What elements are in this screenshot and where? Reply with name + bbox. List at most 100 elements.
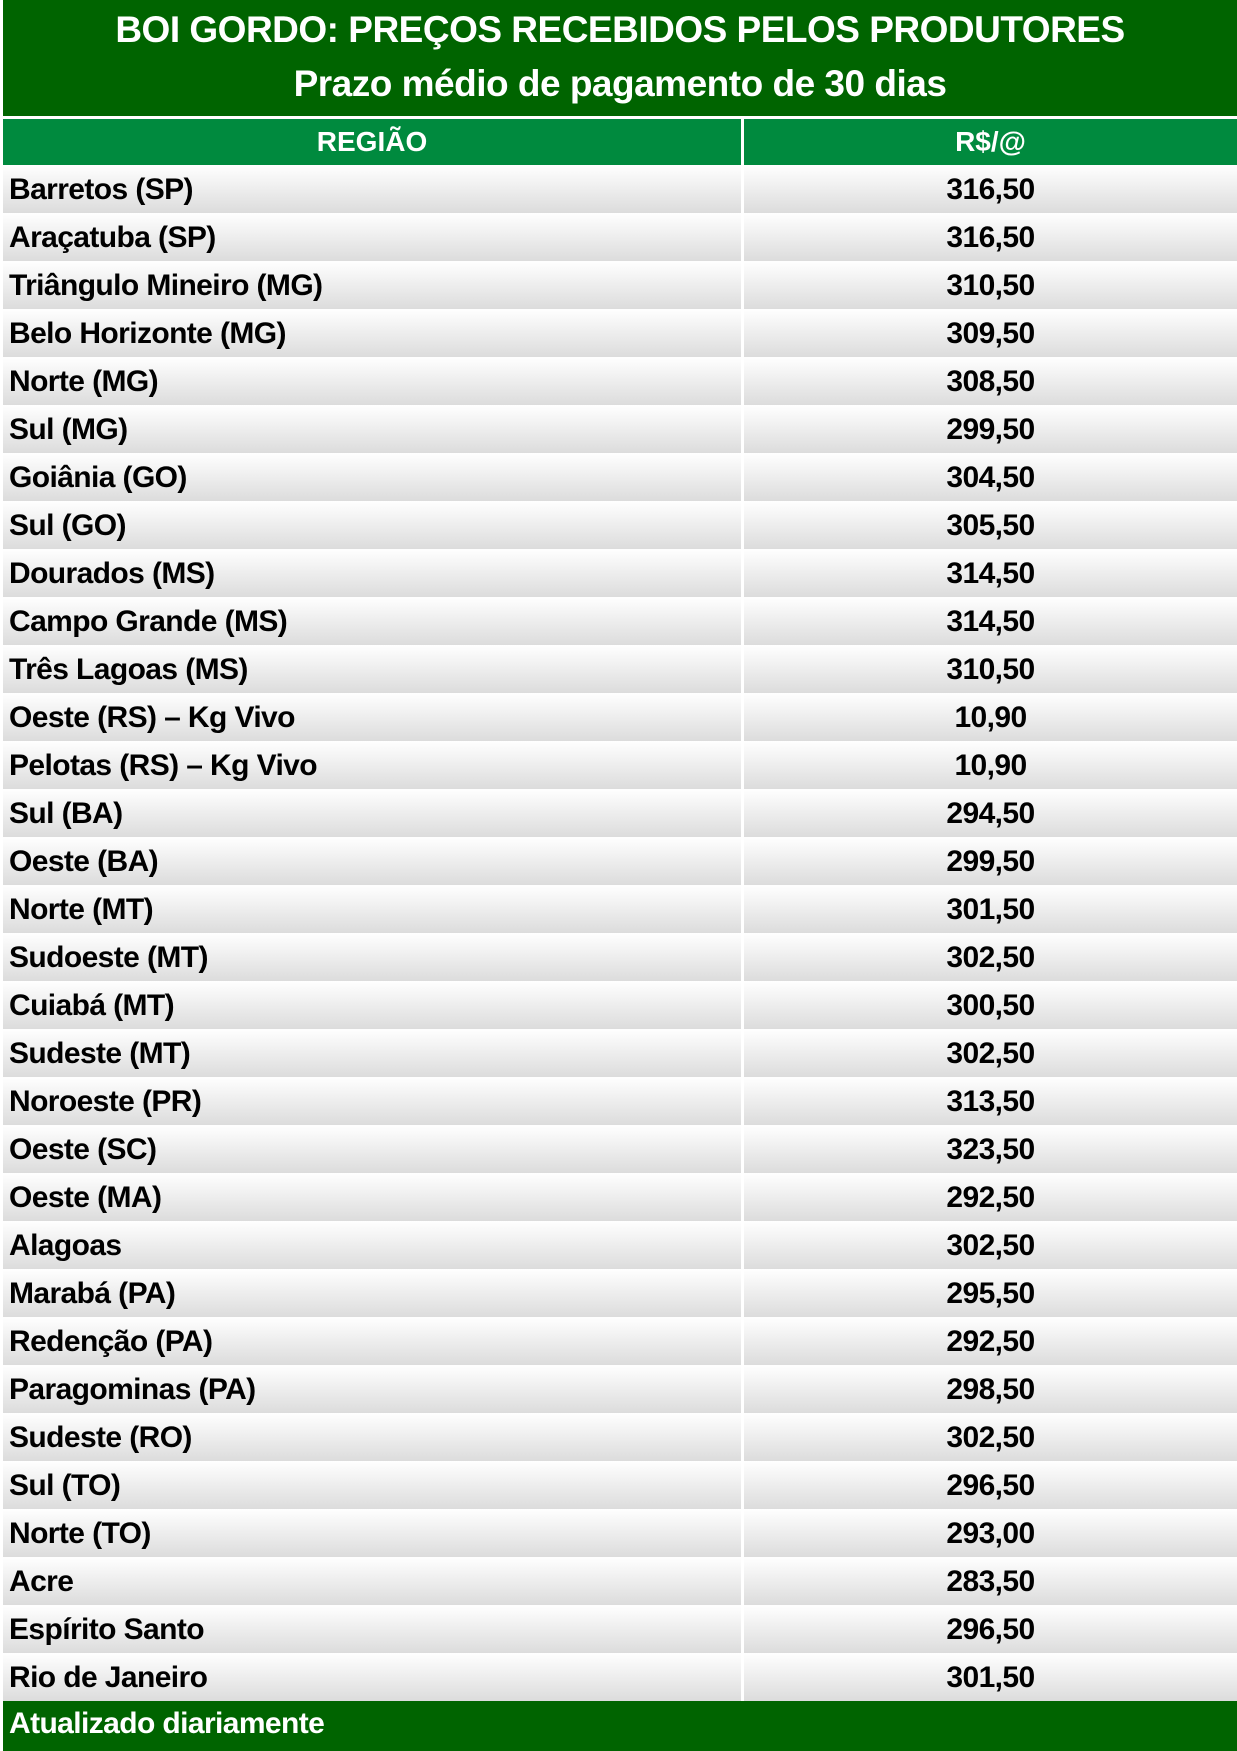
table-row: Paragominas (PA) 298,50 (3, 1365, 1237, 1413)
table-row: Norte (MG) 308,50 (3, 357, 1237, 405)
region-cell: Barretos (SP) (3, 165, 741, 213)
region-cell: Sul (BA) (3, 789, 741, 837)
region-cell: Campo Grande (MS) (3, 597, 741, 645)
column-header-region: REGIÃO (3, 119, 741, 165)
region-cell: Paragominas (PA) (3, 1365, 741, 1413)
table-body: Barretos (SP) 316,50 Araçatuba (SP) 316,50 T… (3, 165, 1237, 1701)
region-cell: Marabá (PA) (3, 1269, 741, 1317)
price-cell: 300,50 (744, 981, 1237, 1029)
column-header-price: R$/@ (744, 119, 1237, 165)
price-cell: 302,50 (744, 933, 1237, 981)
price-cell: 295,50 (744, 1269, 1237, 1317)
price-cell: 296,50 (744, 1461, 1237, 1509)
region-cell: Norte (MG) (3, 357, 741, 405)
region-cell: Norte (MT) (3, 885, 741, 933)
price-cell: 294,50 (744, 789, 1237, 837)
table-header: REGIÃO R$/@ (3, 119, 1237, 165)
table-row: Sudeste (RO) 302,50 (3, 1413, 1237, 1461)
table-row: Barretos (SP) 316,50 (3, 165, 1237, 213)
region-cell: Norte (TO) (3, 1509, 741, 1557)
region-cell: Sul (GO) (3, 501, 741, 549)
price-cell: 299,50 (744, 837, 1237, 885)
region-cell: Três Lagoas (MS) (3, 645, 741, 693)
table-row: Rio de Janeiro 301,50 (3, 1653, 1237, 1701)
table-row: Três Lagoas (MS) 310,50 (3, 645, 1237, 693)
price-cell: 302,50 (744, 1413, 1237, 1461)
region-cell: Sudeste (RO) (3, 1413, 741, 1461)
table-row: Norte (MT) 301,50 (3, 885, 1237, 933)
region-cell: Alagoas (3, 1221, 741, 1269)
region-cell: Dourados (MS) (3, 549, 741, 597)
price-cell: 308,50 (744, 357, 1237, 405)
table-row: Espírito Santo 296,50 (3, 1605, 1237, 1653)
title-line1: BOI GORDO: PREÇOS RECEBIDOS PELOS PRODUT… (115, 9, 1125, 50)
table-row: Sul (TO) 296,50 (3, 1461, 1237, 1509)
table-row: Sudeste (MT) 302,50 (3, 1029, 1237, 1077)
region-cell: Noroeste (PR) (3, 1077, 741, 1125)
price-cell: 323,50 (744, 1125, 1237, 1173)
table-row: Redenção (PA) 292,50 (3, 1317, 1237, 1365)
table-footer: Atualizado diariamente (3, 1701, 1237, 1751)
table-row: Norte (TO) 293,00 (3, 1509, 1237, 1557)
region-cell: Oeste (SC) (3, 1125, 741, 1173)
region-cell: Cuiabá (MT) (3, 981, 741, 1029)
table-row: Campo Grande (MS) 314,50 (3, 597, 1237, 645)
price-cell: 313,50 (744, 1077, 1237, 1125)
table-row: Marabá (PA) 295,50 (3, 1269, 1237, 1317)
price-cell: 310,50 (744, 645, 1237, 693)
table-row: Oeste (MA) 292,50 (3, 1173, 1237, 1221)
table-row: Triângulo Mineiro (MG) 310,50 (3, 261, 1237, 309)
price-cell: 292,50 (744, 1173, 1237, 1221)
table-row: Belo Horizonte (MG) 309,50 (3, 309, 1237, 357)
price-cell: 305,50 (744, 501, 1237, 549)
table-row: Oeste (SC) 323,50 (3, 1125, 1237, 1173)
table-row: Acre 283,50 (3, 1557, 1237, 1605)
table-row: Alagoas 302,50 (3, 1221, 1237, 1269)
price-cell: 304,50 (744, 453, 1237, 501)
price-cell: 10,90 (744, 741, 1237, 789)
table-row: Oeste (BA) 299,50 (3, 837, 1237, 885)
region-cell: Sudoeste (MT) (3, 933, 741, 981)
table-row: Araçatuba (SP) 316,50 (3, 213, 1237, 261)
region-cell: Oeste (RS) – Kg Vivo (3, 693, 741, 741)
table-row: Dourados (MS) 314,50 (3, 549, 1237, 597)
region-cell: Belo Horizonte (MG) (3, 309, 741, 357)
price-cell: 316,50 (744, 165, 1237, 213)
price-cell: 10,90 (744, 693, 1237, 741)
price-cell: 314,50 (744, 597, 1237, 645)
region-cell: Oeste (MA) (3, 1173, 741, 1221)
price-cell: 296,50 (744, 1605, 1237, 1653)
region-cell: Sul (MG) (3, 405, 741, 453)
price-table: BOI GORDO: PREÇOS RECEBIDOS PELOS PRODUT… (3, 0, 1237, 1751)
region-cell: Pelotas (RS) – Kg Vivo (3, 741, 741, 789)
region-cell: Goiânia (GO) (3, 453, 741, 501)
price-cell: 292,50 (744, 1317, 1237, 1365)
price-cell: 302,50 (744, 1029, 1237, 1077)
table-title: BOI GORDO: PREÇOS RECEBIDOS PELOS PRODUT… (3, 0, 1237, 116)
table-row: Noroeste (PR) 313,50 (3, 1077, 1237, 1125)
table-row: Sul (MG) 299,50 (3, 405, 1237, 453)
table-row: Oeste (RS) – Kg Vivo 10,90 (3, 693, 1237, 741)
region-cell: Araçatuba (SP) (3, 213, 741, 261)
table-row: Sul (BA) 294,50 (3, 789, 1237, 837)
price-cell: 301,50 (744, 885, 1237, 933)
table-row: Goiânia (GO) 304,50 (3, 453, 1237, 501)
region-cell: Acre (3, 1557, 741, 1605)
region-cell: Redenção (PA) (3, 1317, 741, 1365)
table-row: Cuiabá (MT) 300,50 (3, 981, 1237, 1029)
price-cell: 299,50 (744, 405, 1237, 453)
region-cell: Espírito Santo (3, 1605, 741, 1653)
table-row: Sudoeste (MT) 302,50 (3, 933, 1237, 981)
region-cell: Sul (TO) (3, 1461, 741, 1509)
price-cell: 314,50 (744, 549, 1237, 597)
title-line2: Prazo médio de pagamento de 30 dias (293, 63, 947, 104)
region-cell: Rio de Janeiro (3, 1653, 741, 1701)
region-cell: Oeste (BA) (3, 837, 741, 885)
price-cell: 302,50 (744, 1221, 1237, 1269)
price-cell: 298,50 (744, 1365, 1237, 1413)
price-cell: 309,50 (744, 309, 1237, 357)
price-cell: 316,50 (744, 213, 1237, 261)
region-cell: Sudeste (MT) (3, 1029, 741, 1077)
price-cell: 301,50 (744, 1653, 1237, 1701)
price-cell: 310,50 (744, 261, 1237, 309)
